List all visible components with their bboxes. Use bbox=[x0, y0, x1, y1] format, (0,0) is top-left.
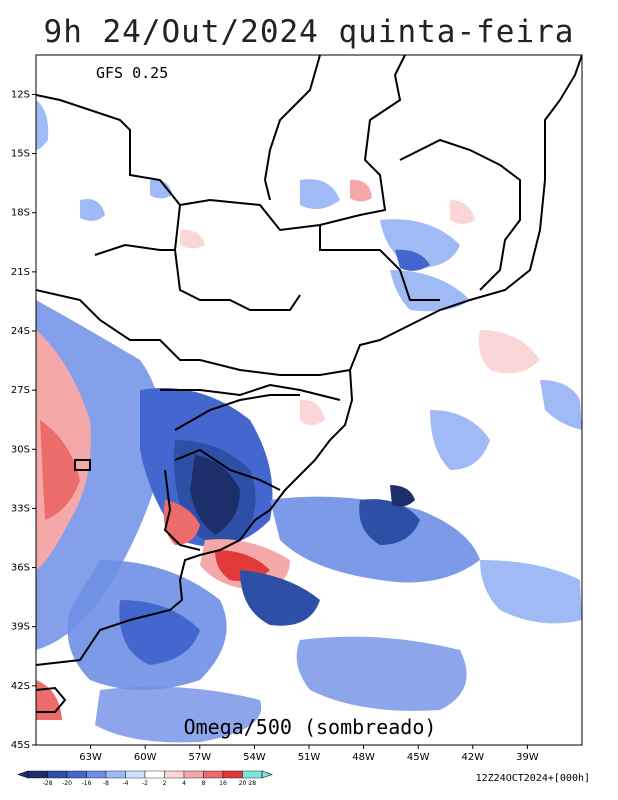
lon-tick-label: 42W bbox=[461, 752, 484, 763]
lat-tick-label: 15S bbox=[11, 149, 30, 160]
lon-tick-label: 39W bbox=[516, 752, 539, 763]
lon-tick-label: 48W bbox=[352, 752, 375, 763]
lat-tick-label: 33S bbox=[11, 503, 30, 514]
colorbar-swatch bbox=[183, 770, 204, 779]
lon-tick-label: 51W bbox=[298, 752, 321, 763]
colorbar-swatch bbox=[66, 770, 87, 779]
lon-tick-label: 54W bbox=[243, 752, 266, 763]
colorbar-tick-label: 4 bbox=[182, 780, 186, 787]
lon-tick-label: 63W bbox=[79, 752, 102, 763]
colorbar-swatch bbox=[203, 770, 224, 779]
colorbar: -28 -20 -16 -8 -4 -2 2 4 8 16 20 28 bbox=[17, 770, 273, 787]
omega-shading bbox=[36, 100, 582, 743]
colorbar-arrow-right bbox=[261, 770, 273, 779]
lat-tick-label: 24S bbox=[11, 326, 30, 337]
colorbar-swatch bbox=[242, 770, 263, 779]
map-title: 9h 24/Out/2024 quinta-feira bbox=[43, 14, 575, 50]
lon-tick-label: 60W bbox=[134, 752, 157, 763]
lon-tick-label: 45W bbox=[407, 752, 430, 763]
colorbar-tick-label: -4 bbox=[123, 780, 129, 787]
field-label: Omega/500 (sombreado) bbox=[184, 715, 437, 739]
colorbar-arrow-left bbox=[17, 770, 29, 779]
colorbar-swatch bbox=[144, 770, 165, 779]
coastline bbox=[36, 55, 582, 666]
colorbar-tick-label: 20 bbox=[239, 780, 247, 787]
lat-tick-label: 36S bbox=[11, 563, 30, 574]
lat-tick-label: 27S bbox=[11, 385, 30, 396]
lat-tick-label: 45S bbox=[11, 740, 30, 751]
colorbar-tick-label: -2 bbox=[142, 780, 148, 787]
lat-tick-label: 30S bbox=[11, 444, 30, 455]
colorbar-tick-label: 28 bbox=[248, 780, 256, 787]
lat-tick-label: 21S bbox=[11, 267, 30, 278]
lon-tick-label: 57W bbox=[188, 752, 211, 763]
lat-tick-label: 42S bbox=[11, 681, 30, 692]
model-label: GFS 0.25 bbox=[96, 64, 168, 82]
colorbar-swatch bbox=[27, 770, 48, 779]
lat-tick-label: 12S bbox=[11, 89, 30, 100]
colorbar-swatch bbox=[125, 770, 146, 779]
lat-tick-label: 18S bbox=[11, 208, 30, 219]
colorbar-tick-label: -16 bbox=[82, 780, 92, 787]
colorbar-tick-label: -28 bbox=[43, 780, 53, 787]
colorbar-swatch bbox=[105, 770, 126, 779]
run-label: 12Z24OCT2024+[000h] bbox=[476, 773, 590, 784]
boundaries bbox=[36, 55, 582, 713]
colorbar-tick-label: 2 bbox=[163, 780, 167, 787]
colorbar-swatch bbox=[164, 770, 185, 779]
axis-ticks: 12S 15S 18S 21S 24S 27S 30S 33S 36S 39S 42S 45S 63W 6… bbox=[11, 89, 539, 763]
colorbar-tick-label: 16 bbox=[219, 780, 227, 787]
colorbar-swatch bbox=[86, 770, 107, 779]
colorbar-swatch bbox=[47, 770, 68, 779]
lat-tick-label: 39S bbox=[11, 622, 30, 633]
colorbar-tick-label: -20 bbox=[62, 780, 72, 787]
colorbar-tick-label: -8 bbox=[103, 780, 109, 787]
colorbar-tick-label: 8 bbox=[202, 780, 206, 787]
colorbar-swatch bbox=[222, 770, 243, 779]
